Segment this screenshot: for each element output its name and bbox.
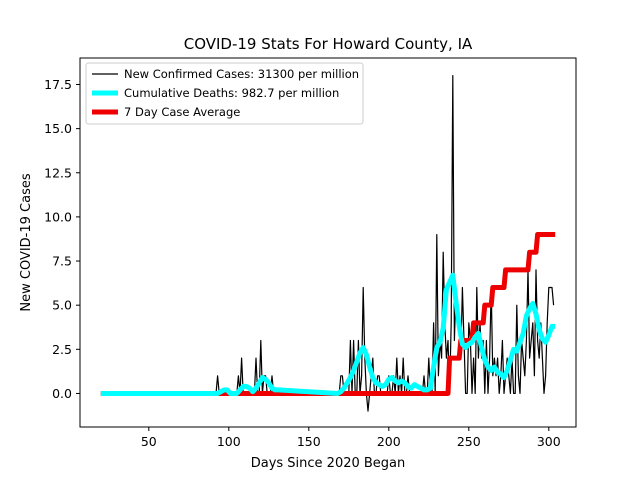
- y-tick-label: 7.5: [52, 254, 72, 269]
- series-line-7-day-average: [100, 232, 556, 396]
- x-tick-label: 100: [217, 434, 241, 449]
- legend-label-deaths: Cumulative Deaths: 982.7 per million: [124, 86, 339, 100]
- y-tick-label: 17.5: [44, 77, 72, 92]
- plot-frame: [79, 57, 577, 428]
- y-tick-label: 2.5: [52, 342, 72, 357]
- legend-label-7-day-average: 7 Day Case Average: [124, 105, 240, 119]
- legend-label-new-cases: New Confirmed Cases: 31300 per million: [124, 67, 359, 81]
- y-tick-label: 10.0: [44, 209, 72, 224]
- x-axis: 50 100 150 200 250 300: [141, 427, 561, 449]
- y-tick-label: 0.0: [52, 386, 72, 401]
- x-tick-label: 250: [457, 434, 481, 449]
- x-tick-label: 200: [377, 434, 401, 449]
- x-tick-label: 300: [537, 434, 561, 449]
- series-line-deaths: [100, 272, 556, 396]
- y-tick-label: 15.0: [44, 121, 72, 136]
- x-tick-label: 50: [141, 434, 157, 449]
- y-tick-label: 5.0: [52, 298, 72, 313]
- legend-box: [85, 62, 364, 125]
- y-axis: 0.0 2.5 5.0 7.5 10.0 12.5 15.0 17.5: [44, 77, 80, 401]
- y-axis-label: New COVID-19 Cases: [19, 173, 34, 311]
- series-layer: [100, 75, 556, 412]
- y-tick-label: 12.5: [44, 165, 72, 180]
- x-axis-label: Days Since 2020 Began: [251, 456, 406, 471]
- x-tick-label: 150: [297, 434, 321, 449]
- chart-title: COVID-19 Stats For Howard County, IA: [184, 35, 473, 53]
- legend: New Confirmed Cases: 31300 per million C…: [85, 62, 364, 125]
